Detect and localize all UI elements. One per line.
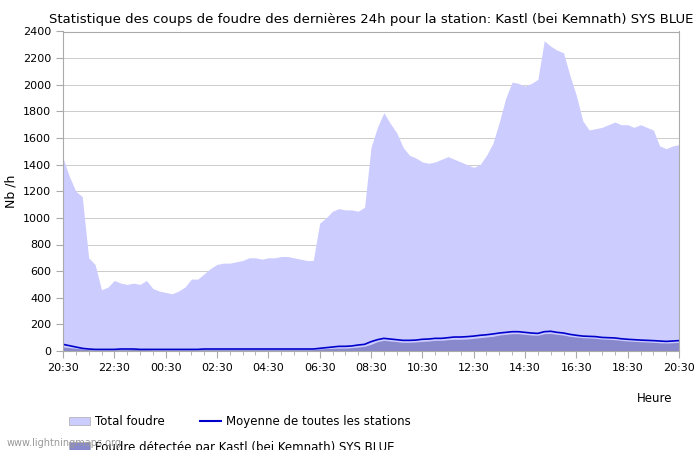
Legend: Foudre détectée par Kastl (bei Kemnath) SYS BLUE: Foudre détectée par Kastl (bei Kemnath) … — [69, 441, 394, 450]
Text: www.lightningmaps.org: www.lightningmaps.org — [7, 438, 122, 448]
Title: Statistique des coups de foudre des dernières 24h pour la station: Kastl (bei Ke: Statistique des coups de foudre des dern… — [49, 13, 693, 26]
Y-axis label: Nb /h: Nb /h — [4, 175, 18, 208]
Text: Heure: Heure — [636, 392, 672, 405]
